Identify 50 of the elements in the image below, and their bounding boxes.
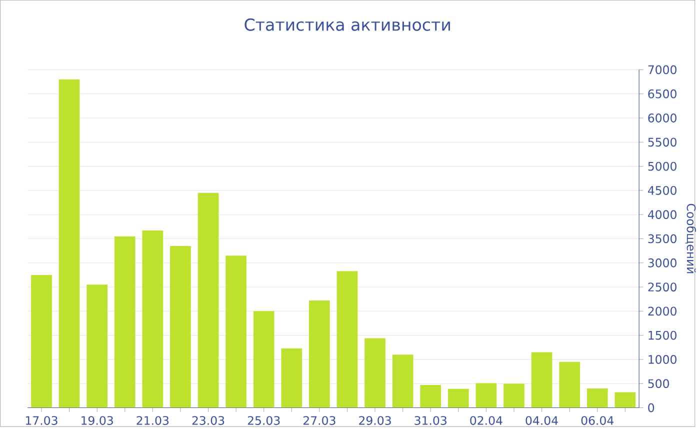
bar [364,338,386,408]
x-tick-label: 06.04 [581,416,614,426]
bar [253,311,274,408]
bar [476,383,497,408]
bar [309,300,330,408]
bar [226,256,246,408]
bar [170,246,191,408]
bar [614,392,636,408]
x-tick-label: 29.03 [359,416,391,426]
y-tick-label: 4000 [648,210,676,220]
y-tick-label: 4500 [648,186,676,195]
y-tick-label: 2000 [648,306,676,316]
y-tick-label: 5500 [648,138,676,147]
bar [448,388,469,408]
bar [336,271,358,408]
y-tick-label: 3000 [648,258,676,268]
y-tick-label: 1000 [648,355,676,364]
x-tick-label: 31.03 [414,416,446,426]
bar [58,79,80,408]
y-tick-label: 5000 [648,162,676,171]
y-tick-label: 500 [648,379,669,388]
x-tick-label: 25.03 [248,416,280,426]
bar [31,275,52,408]
bar [281,348,302,408]
bar [142,230,164,408]
x-tick-label: 02.04 [470,416,502,426]
y-tick-label: 6500 [648,89,676,98]
y-tick-label: 3500 [648,234,676,244]
bar [114,236,136,408]
bar [198,192,219,408]
bar [86,284,108,408]
y-tick-label: 2500 [648,282,676,292]
x-tick-label: 19.03 [82,416,113,426]
y-axis-title: Сообщений [685,204,696,274]
bar [531,352,552,408]
x-tick-label: 21.03 [136,416,169,426]
y-tick-label: 0 [648,403,654,412]
bar [504,384,524,408]
bar [392,354,414,408]
x-tick-label: 17.03 [26,416,58,426]
bar [420,385,442,408]
bar [559,362,580,408]
x-tick-label: 23.03 [192,416,224,426]
bar [586,388,608,408]
y-tick-label: 6000 [648,114,676,123]
chart-title: Статистика активности [244,18,450,31]
y-tick-label: 1500 [648,330,676,340]
y-tick-label: 7000 [648,65,676,74]
x-tick-label: 27.03 [303,416,336,426]
x-tick-label: 04.04 [526,416,558,426]
